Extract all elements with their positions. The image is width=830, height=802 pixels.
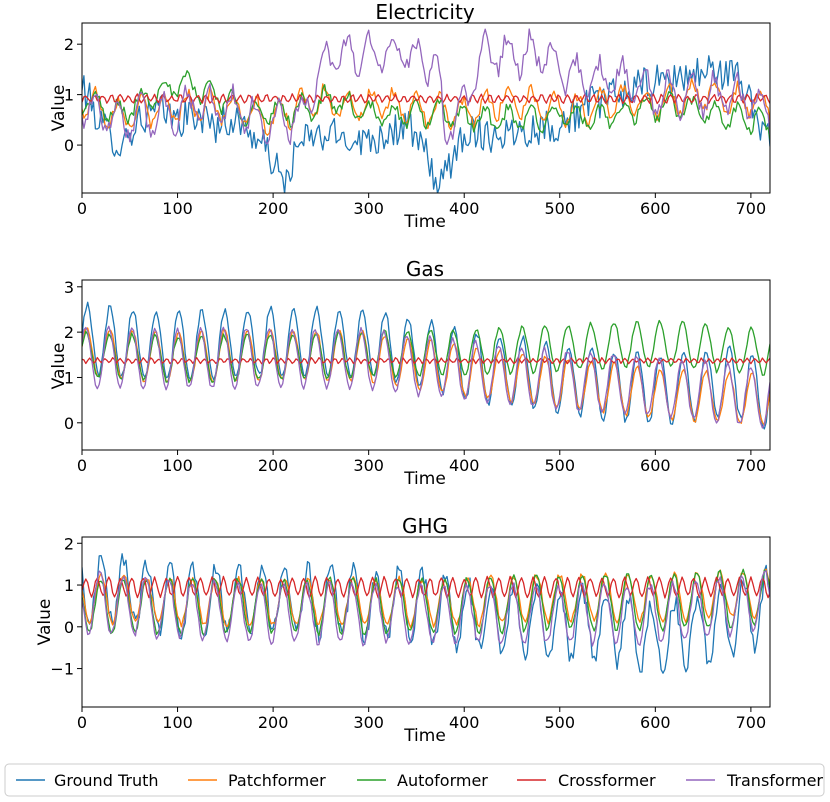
x-tick-label: 500 [545,456,576,475]
x-tick-label: 300 [353,713,384,732]
series-line-ground-truth [82,553,770,674]
x-tick-label: 0 [77,199,87,218]
y-tick-label: 1 [64,86,74,105]
plot-frame [81,536,771,708]
legend-label: Crossformer [558,771,656,790]
gas-title: Gas [406,257,444,281]
x-tick-label: 700 [736,713,767,732]
electricity-ylabel: Value [49,85,69,132]
ghg-panel: GHG Value Time 0 100 200 300 400 500 600 700 −1 0… [35,514,771,746]
y-tick-label: 2 [64,534,74,553]
series-line-crossformer [82,575,770,599]
x-tick-label: 100 [162,713,193,732]
legend-label: Autoformer [397,771,488,790]
series-line-ground-truth [82,55,770,193]
x-tick-label: 200 [258,713,289,732]
x-tick-label: 100 [162,199,193,218]
series-line-autoformer [82,319,770,384]
y-tick-label: 1 [64,576,74,595]
legend-label: Patchformer [228,771,326,790]
ghg-title: GHG [402,514,448,538]
legend-item-autoformer: Autoformer [357,771,488,790]
y-tick-label: 0 [64,414,74,433]
y-tick-label: 0 [64,618,74,637]
y-tick-label: −1 [50,660,74,679]
ghg-xlabel: Time [403,726,446,746]
plot-frame [81,22,771,194]
series-line-transformer [82,28,770,146]
series-line-crossformer [82,93,770,105]
y-tick-label: 3 [64,278,74,297]
legend-item-ground-truth: Ground Truth [16,771,159,790]
y-tick-label: 2 [64,323,74,342]
series-line-transformer [82,570,770,647]
x-tick-label: 200 [258,456,289,475]
legend-item-transformer: Transformer [686,771,823,790]
x-tick-label: 300 [353,456,384,475]
x-tick-label: 700 [736,456,767,475]
legend-label: Transformer [726,771,823,790]
plot-frame [81,279,771,451]
series-line-transformer [82,325,770,429]
x-tick-label: 400 [449,713,480,732]
x-tick-label: 300 [353,199,384,218]
x-tick-label: 0 [77,713,87,732]
gas-xlabel: Time [403,469,446,489]
x-tick-label: 400 [449,199,480,218]
x-tick-label: 700 [736,199,767,218]
x-tick-label: 0 [77,456,87,475]
legend-frame [4,763,825,797]
legend-item-patchformer: Patchformer [188,771,326,790]
y-tick-label: 0 [64,136,74,155]
x-tick-label: 600 [640,456,671,475]
series-group [82,553,770,674]
x-tick-label: 100 [162,456,193,475]
series-group [82,28,770,193]
gas-ylabel: Value [49,343,69,390]
ghg-ylabel: Value [35,599,55,646]
legend: Ground Truth Patchformer Autoformer Cros… [4,763,825,797]
x-tick-label: 600 [640,713,671,732]
electricity-title: Electricity [375,0,475,24]
y-tick-label: 2 [64,35,74,54]
x-tick-label: 200 [258,199,289,218]
gas-panel: Gas Value Time 0 100 200 300 400 500 600 700 0 1 2… [49,257,771,489]
x-tick-label: 600 [640,199,671,218]
x-tick-label: 500 [545,713,576,732]
legend-item-crossformer: Crossformer [517,771,656,790]
legend-label: Ground Truth [54,771,159,790]
electricity-xlabel: Time [403,212,446,232]
series-line-crossformer [82,356,770,365]
electricity-panel: Electricity Value Time 0 100 200 300 400 500 6… [49,0,771,232]
series-group [82,301,770,430]
x-tick-label: 400 [449,456,480,475]
y-tick-label: 1 [64,368,74,387]
x-tick-label: 500 [545,199,576,218]
